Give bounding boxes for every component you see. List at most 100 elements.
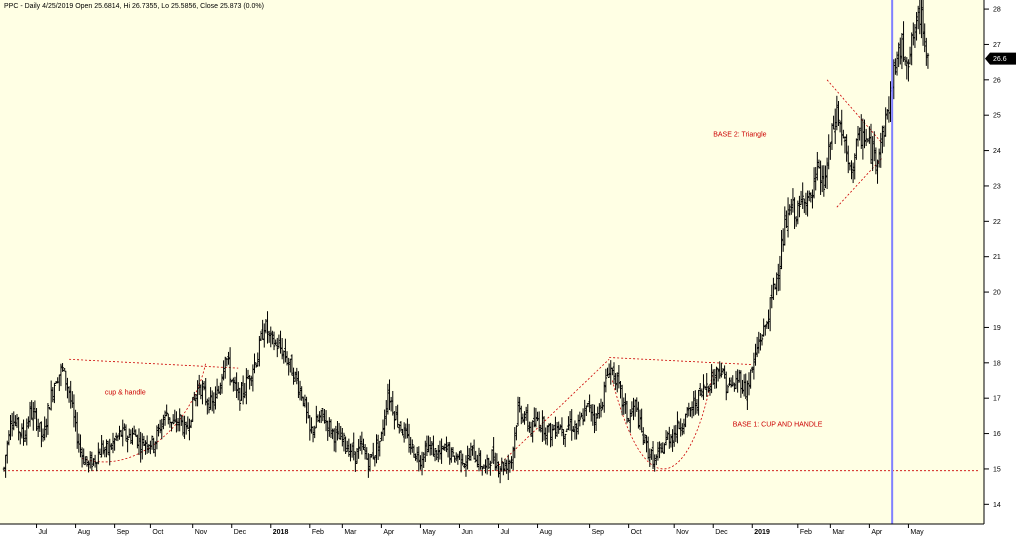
ohlc-bar (103, 447, 107, 458)
ohlc-bar (363, 444, 367, 460)
ohlc-bar (404, 423, 407, 439)
y-tick-label: 20 (993, 290, 1001, 297)
ohlc-bar (19, 431, 22, 445)
ohlc-bar (334, 425, 338, 453)
x-tick-label: Sep (117, 529, 130, 536)
ohlc-bar (165, 404, 168, 417)
ohlc-bar (653, 454, 656, 472)
ohlc-bar (490, 449, 494, 464)
ohlc-bar (542, 416, 546, 441)
annotations: cup & handle BASE 1: CUP AND HANDLE BASE 2… (105, 131, 823, 428)
ohlc-bar (308, 415, 312, 441)
ohlc-bar (25, 418, 28, 446)
ohlc-bar (751, 366, 754, 373)
ohlc-bar (814, 167, 817, 191)
ohlc-bar (256, 352, 259, 367)
ohlc-bar (331, 428, 334, 440)
ohlc-bar (578, 411, 582, 427)
ohlc-bar (676, 411, 679, 444)
ohlc-bar (620, 384, 624, 416)
guide-line (498, 358, 610, 466)
ohlc-bar (20, 423, 24, 439)
y-tick-label: 14 (993, 502, 1001, 509)
ohlc-bar (238, 387, 242, 411)
ohlc-bar (768, 297, 772, 332)
ohlc-bar (184, 421, 188, 435)
ohlc-bar (409, 436, 412, 455)
ohlc-bar (498, 466, 502, 484)
ohlc-bar (500, 457, 503, 472)
ohlc-bar (311, 426, 315, 443)
ohlc-bar (272, 331, 276, 351)
ohlc-bar (175, 411, 178, 433)
ohlc-bar (635, 397, 638, 412)
ohlc-bar (80, 447, 84, 468)
ohlc-bar (903, 56, 907, 66)
ohlc-bar (393, 411, 396, 430)
ohlc-bar (346, 440, 349, 453)
ohlc-bar (292, 367, 295, 385)
ohlc-bar (477, 447, 481, 472)
ohlc-bar (879, 132, 882, 168)
ohlc-bar (526, 404, 529, 432)
ohlc-bar (583, 399, 586, 422)
ohlc-bar (261, 319, 264, 340)
ohlc-bar (910, 32, 913, 66)
ohlc-bar (510, 456, 513, 469)
x-tick-label: Mar (344, 529, 357, 536)
ohlc-bar (874, 147, 878, 175)
ohlc-bar (46, 403, 50, 435)
ohlc-bar (79, 434, 82, 458)
ohlc-bar (692, 391, 695, 417)
ohlc-bar (749, 369, 752, 389)
ohlc-bar (871, 136, 874, 172)
ohlc-bar (599, 398, 603, 418)
ohlc-bar (469, 442, 473, 461)
ohlc-bar (858, 127, 861, 141)
ohlc-bar (446, 441, 450, 458)
ohlc-bar (703, 385, 707, 390)
ohlc-bar (575, 423, 578, 440)
ohlc-bar (643, 433, 647, 444)
ohlc-bar (315, 405, 318, 429)
x-tick-label: Sep (592, 529, 605, 536)
ohlc-bar (721, 367, 725, 374)
ohlc-bar (368, 453, 372, 472)
ohlc-bar (838, 120, 842, 133)
ohlc-bar (191, 396, 194, 423)
ohlc-bar (788, 204, 791, 216)
ohlc-bar (638, 409, 642, 431)
ohlc-bar (171, 414, 175, 425)
ohlc-bar (816, 151, 819, 181)
ohlc-bar (700, 388, 704, 398)
ohlc-bar (378, 440, 381, 457)
ohlc-bar (648, 448, 651, 467)
y-tick-label: 19 (993, 325, 1001, 332)
ohlc-bar (14, 415, 17, 427)
x-tick-label: Dec (715, 529, 728, 536)
ohlc-bar (123, 423, 126, 431)
ohlc-bar (799, 190, 803, 206)
x-tick-label: May (422, 529, 436, 536)
ohlc-bar (284, 338, 287, 363)
ohlc-bar (295, 367, 298, 385)
ohlc-bar (85, 456, 89, 467)
ohlc-bar (428, 437, 432, 456)
ohlc-bar (437, 444, 440, 463)
ohlc-bar (220, 373, 224, 394)
ohlc-bar (188, 418, 191, 441)
ohlc-bar (259, 330, 263, 341)
ohlc-bar (344, 436, 347, 454)
ohlc-bar (546, 425, 549, 446)
ohlc-bar (167, 413, 170, 425)
ohlc-bar (183, 415, 186, 439)
ohlc-bar (559, 424, 562, 430)
x-tick-label: Feb (312, 529, 324, 536)
ohlc-bar (651, 441, 655, 470)
ohlc-bar (118, 425, 121, 440)
ohlc-bar (448, 441, 451, 465)
ohlc-bar (425, 435, 429, 457)
ohlc-bar (699, 383, 702, 397)
